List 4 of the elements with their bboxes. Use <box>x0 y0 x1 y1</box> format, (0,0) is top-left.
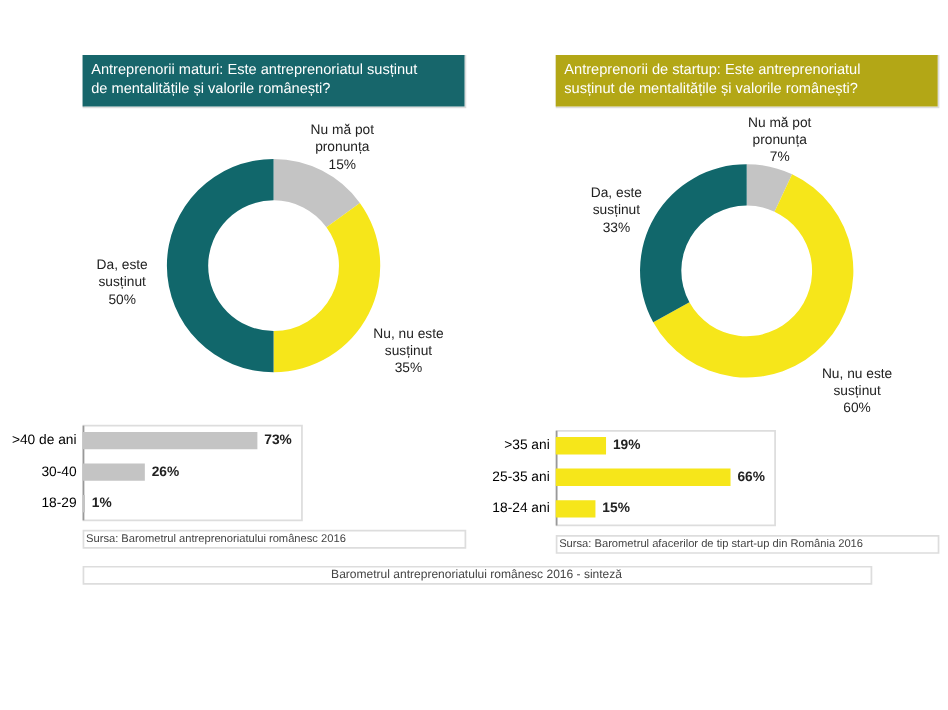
donut-slice <box>273 158 360 228</box>
donut-slice <box>167 158 274 373</box>
donut-slice <box>746 164 793 212</box>
donut-slice <box>640 164 747 323</box>
